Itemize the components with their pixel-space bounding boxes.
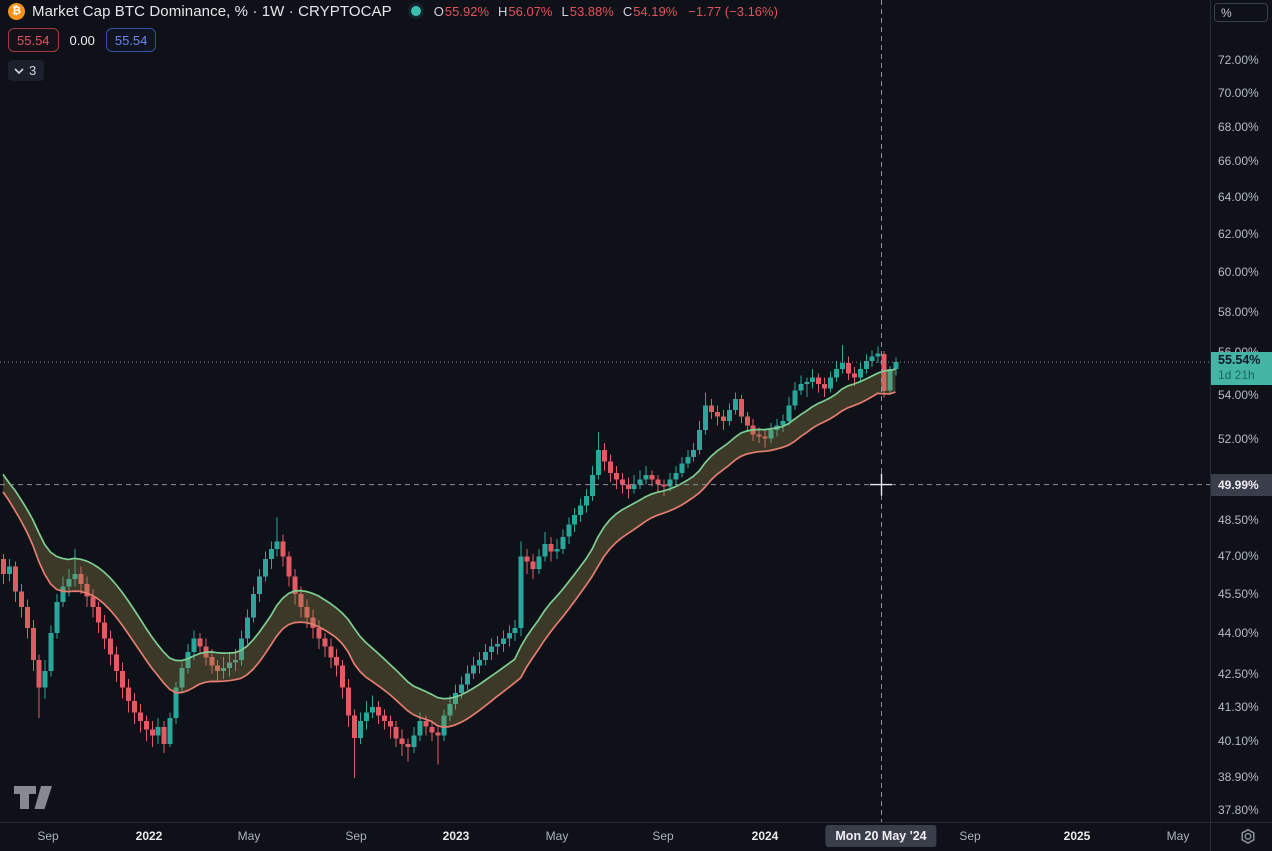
crosshair-time-label: Mon 20 May '24 xyxy=(825,825,937,847)
price-chart-canvas[interactable] xyxy=(0,0,1210,822)
time-tick-label: Sep xyxy=(652,829,674,843)
time-tick-label: 2024 xyxy=(751,829,779,843)
price-tick-label: 47.00% xyxy=(1218,549,1259,563)
ohlc-values: O 55.92% H 56.07% L 53.88% C 54.19% −1.77 (−… xyxy=(434,4,778,19)
price-tick-label: 64.00% xyxy=(1218,190,1259,204)
bar-countdown: 1d 21h xyxy=(1218,368,1255,382)
high-value: 56.07% xyxy=(508,3,553,19)
time-axis-separator[interactable] xyxy=(0,822,1272,823)
market-status-icon[interactable] xyxy=(410,6,421,16)
open-label: O xyxy=(433,3,444,19)
sell-button[interactable]: 55.54 xyxy=(8,28,59,52)
time-tick-label: Sep xyxy=(345,829,367,843)
time-tick-label: Sep xyxy=(37,829,59,843)
last-price-value: 55.54% xyxy=(1218,353,1261,367)
time-tick-label: May xyxy=(237,829,261,843)
price-tick-label: 45.50% xyxy=(1218,587,1259,601)
indicators-count: 3 xyxy=(29,63,37,78)
low-value: 53.88% xyxy=(569,3,614,19)
price-tick-label: 37.80% xyxy=(1218,803,1259,817)
price-tick-label: 48.50% xyxy=(1218,513,1259,527)
chevron-down-icon xyxy=(14,67,24,74)
close-label: C xyxy=(622,3,633,19)
time-tick-label: 2025 xyxy=(1063,829,1091,843)
price-tick-label: 42.50% xyxy=(1218,667,1259,681)
price-tick-label: 60.00% xyxy=(1218,265,1259,279)
price-tick-label: 52.00% xyxy=(1218,432,1259,446)
price-unit-button[interactable]: % xyxy=(1214,3,1268,22)
price-axis-separator[interactable] xyxy=(1210,0,1211,851)
time-tick-label: May xyxy=(545,829,569,843)
last-price-tag: 55.54% 1d 21h xyxy=(1211,352,1272,385)
price-tick-label: 72.00% xyxy=(1218,53,1259,67)
close-value: 54.19% xyxy=(633,3,678,19)
high-label: H xyxy=(498,3,508,19)
price-tick-label: 54.00% xyxy=(1218,388,1259,402)
price-tick-label: 70.00% xyxy=(1218,86,1259,100)
price-tick-label: 41.30% xyxy=(1218,700,1259,714)
price-tick-label: 40.10% xyxy=(1218,734,1259,748)
price-tick-label: 38.90% xyxy=(1218,770,1259,784)
price-tick-label: 44.00% xyxy=(1218,626,1259,640)
time-tick-label: 2023 xyxy=(442,829,470,843)
bitcoin-icon: ₿ xyxy=(8,2,25,20)
price-tick-label: 66.00% xyxy=(1218,154,1259,168)
price-tick-label: 68.00% xyxy=(1218,120,1259,134)
price-tick-label: 58.00% xyxy=(1218,305,1259,319)
price-tick-label: 62.00% xyxy=(1218,227,1259,241)
price-axis[interactable]: % 72.00% 70.00% 68.00% 66.00% 64.00% 62.00% 60… xyxy=(1211,0,1272,822)
chart-legend: ₿ Market Cap BTC Dominance, % · 1W · CRY… xyxy=(8,0,778,81)
axis-settings-gear-icon[interactable] xyxy=(1237,826,1259,851)
buy-button[interactable]: 55.54 xyxy=(105,28,157,52)
time-axis[interactable]: Sep 2022 May Sep 2023 May Sep 2024 Sep 2025 May Mo… xyxy=(0,823,1272,851)
time-tick-label: Sep xyxy=(959,829,981,843)
low-label: L xyxy=(561,3,569,19)
time-tick-label: 2022 xyxy=(135,829,163,843)
tradingview-logo[interactable] xyxy=(12,782,56,817)
change-value: −1.77 (−3.16%) xyxy=(688,3,778,19)
open-value: 55.92% xyxy=(444,3,489,19)
indicators-collapse-button[interactable]: 3 xyxy=(8,60,45,81)
time-tick-label: May xyxy=(1166,829,1190,843)
symbol-title[interactable]: Market Cap BTC Dominance, % · 1W · CRYPT… xyxy=(32,2,392,20)
crosshair-price-label: 49.99% xyxy=(1211,474,1272,496)
spread-value: 0.00 xyxy=(69,32,95,48)
